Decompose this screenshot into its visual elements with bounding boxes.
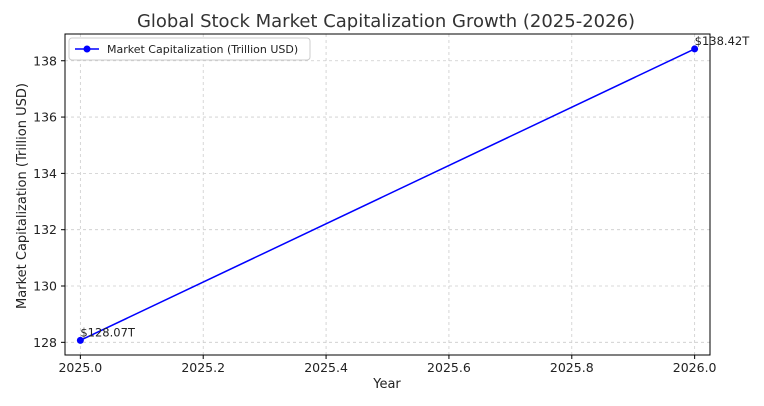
legend-box: [68, 37, 311, 61]
series-layer: $128.07T $138.42T: [76, 34, 751, 344]
plot-frame: [64, 33, 711, 356]
y-tick-label: 136: [33, 110, 57, 125]
x-tick-label: 2025.4: [304, 360, 348, 375]
y-tick-label: 130: [33, 279, 57, 294]
data-label: $138.42T: [695, 34, 751, 48]
legend-entry-market-capitalization: Market Capitalization (Trillion USD): [107, 43, 298, 56]
x-tick-label: 2026.0: [673, 360, 717, 375]
x-tick-label: 2025.8: [550, 360, 594, 375]
y-axis-label: Market Capitalization (Trillion USD): [15, 83, 30, 309]
y-axis-ticks: 128 130 132 134 136 138: [33, 53, 65, 350]
series-line: [80, 48, 695, 342]
legend-marker-swatch: [83, 45, 91, 53]
x-axis-label: Year: [372, 377, 401, 392]
chart-title: Global Stock Market Capitalization Growt…: [137, 11, 635, 32]
data-point: [691, 45, 699, 53]
x-tick-label: 2025.6: [427, 360, 471, 375]
x-tick-label: 2025.0: [58, 360, 102, 375]
y-tick-label: 132: [33, 222, 57, 237]
legend: Market Capitalization (Trillion USD): [68, 37, 311, 61]
y-tick-label: 128: [33, 335, 57, 350]
y-tick-label: 138: [33, 53, 57, 68]
x-tick-label: 2025.2: [181, 360, 225, 375]
data-point: [76, 336, 84, 344]
y-tick-label: 134: [33, 166, 57, 181]
data-label: $128.07T: [80, 325, 136, 339]
x-axis-ticks: 2025.0 2025.2 2025.4 2025.6 2025.8 2026.0: [58, 355, 717, 375]
